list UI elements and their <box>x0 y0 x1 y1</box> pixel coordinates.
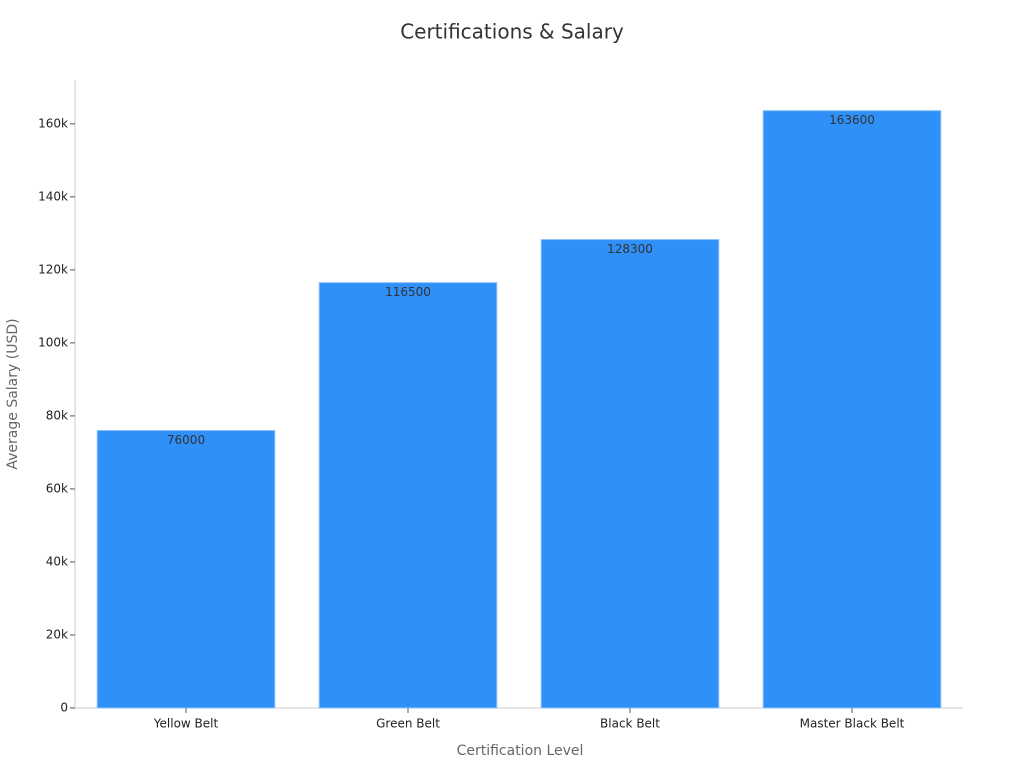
value-label: 163600 <box>829 113 875 127</box>
y-tick-label: 60k <box>46 481 68 495</box>
x-axis-label: Certification Level <box>457 743 584 759</box>
y-tick-label: 40k <box>46 554 68 568</box>
bar <box>318 282 498 709</box>
y-tick-label: 140k <box>38 189 68 203</box>
chart-title: Certifications & Salary <box>400 20 624 44</box>
x-tick-label: Green Belt <box>376 717 440 731</box>
value-label: 128300 <box>607 242 653 256</box>
x-tick-label: Black Belt <box>600 717 660 731</box>
x-tick-label: Yellow Belt <box>153 717 219 731</box>
x-tick-label: Master Black Belt <box>800 717 905 731</box>
bar <box>540 239 720 709</box>
value-label: 116500 <box>385 285 431 299</box>
y-tick-label: 160k <box>38 116 68 130</box>
y-tick-label: 100k <box>38 335 68 349</box>
bar <box>762 110 942 709</box>
value-label: 76000 <box>167 433 205 447</box>
y-tick-label: 0 <box>60 701 68 715</box>
y-tick-label: 20k <box>46 627 68 641</box>
y-tick-label: 80k <box>46 408 68 422</box>
y-tick-label: 120k <box>38 262 68 276</box>
bar <box>96 430 276 709</box>
y-axis-label: Average Salary (USD) <box>5 318 21 469</box>
